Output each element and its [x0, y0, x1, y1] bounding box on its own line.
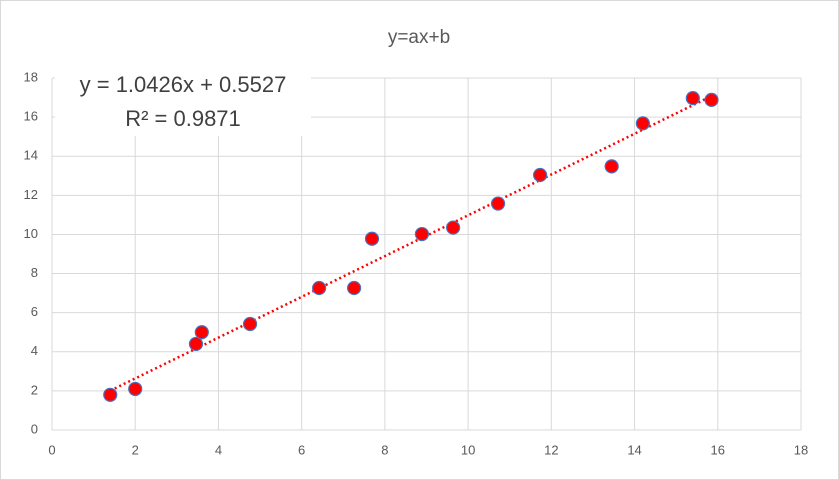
point — [704, 92, 719, 108]
x-tick-label: 6 — [298, 442, 305, 457]
trendline-equation: y = 1.0426x + 0.5527 — [80, 72, 287, 97]
y-tick-label: 16 — [24, 109, 38, 124]
y-tick-label: 0 — [31, 421, 38, 436]
point — [346, 280, 362, 296]
point — [604, 159, 619, 174]
trendline — [109, 94, 713, 392]
grid: 0 2 4 6 8 10 12 14 16 18 0 2 4 6 8 10 12 14 16 18 — [24, 69, 809, 457]
y-tick-label: 2 — [31, 382, 38, 397]
x-tick-label: 18 — [794, 442, 808, 457]
y-tick-label: 4 — [31, 343, 38, 358]
y-tick-label: 6 — [31, 304, 38, 319]
y-tick-label: 8 — [31, 265, 38, 280]
point — [364, 231, 380, 246]
y-tick-label: 18 — [24, 69, 38, 84]
point — [128, 381, 143, 397]
x-tick-label: 16 — [711, 442, 725, 457]
x-tick-label: 0 — [48, 442, 55, 457]
y-tick-label: 10 — [24, 226, 38, 241]
point — [103, 387, 118, 402]
x-tick-label: 8 — [381, 442, 388, 457]
point — [242, 316, 258, 332]
x-tick-label: 2 — [132, 442, 139, 457]
x-tick-label: 4 — [215, 442, 222, 457]
x-tick-label: 14 — [627, 442, 641, 457]
equation-box — [55, 66, 311, 136]
point — [312, 280, 327, 296]
x-tick-label: 12 — [544, 442, 558, 457]
point — [635, 116, 650, 131]
point — [532, 167, 548, 183]
point — [685, 91, 700, 106]
y-tick-label: 14 — [24, 148, 38, 163]
chart-title: y=ax+b — [388, 27, 450, 48]
y-tick-label: 12 — [24, 187, 38, 202]
trendline-r-squared: R² = 0.9871 — [125, 106, 241, 131]
point — [188, 336, 204, 352]
x-tick-label: 10 — [461, 442, 475, 457]
point — [446, 220, 461, 235]
plot — [103, 91, 719, 402]
point — [490, 196, 506, 211]
point — [414, 226, 430, 242]
point — [194, 325, 209, 340]
